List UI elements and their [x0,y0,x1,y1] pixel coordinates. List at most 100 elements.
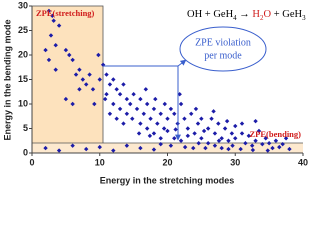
point [131,92,136,97]
point [46,57,52,63]
point [168,106,174,112]
point [249,143,255,148]
y-tick-label: 5 [23,123,28,133]
x-tick-label: 20 [162,157,172,167]
x-tick-label: 30 [230,157,240,167]
point [226,146,231,152]
point [53,67,58,72]
point [111,148,116,153]
point [144,101,150,107]
point [51,18,56,23]
point [130,116,135,121]
point [111,77,116,82]
point [239,131,245,136]
point [158,141,163,147]
point [224,118,230,124]
y-tick-label: 30 [18,0,28,10]
point [243,141,248,146]
point [151,147,157,152]
point [280,141,285,147]
point [104,72,109,77]
point [148,116,153,121]
y-tick-label: 0 [23,147,28,157]
point [63,47,69,53]
point [70,101,75,107]
point [165,128,170,134]
reaction-part: 4 [233,14,237,22]
point [151,131,157,136]
point [226,138,231,143]
point [128,101,133,107]
point [63,96,69,102]
point [283,136,289,141]
point [84,146,89,152]
point [203,145,208,151]
y-tick-label: 10 [18,98,28,108]
point [263,136,268,141]
point [168,143,174,148]
point [216,121,221,126]
point [77,87,82,92]
annotation: per mode [204,50,242,61]
point [70,143,75,148]
point [53,43,58,48]
reaction-part: 2 [260,14,264,22]
point [138,96,143,102]
point [246,133,251,139]
x-axis-label: Energy in the stretching modes [100,175,235,185]
point [182,116,187,121]
point [48,33,54,38]
reaction-part: O [264,9,272,20]
reaction: OH + GeH4 → H2O + GeH3 [187,9,306,21]
point [50,13,55,18]
violation-bubble [179,26,267,72]
point [134,106,140,112]
point [192,131,197,136]
reaction-part: 3 [302,14,306,22]
point [162,101,167,107]
point [172,111,177,116]
point [253,118,258,124]
point [191,145,196,151]
point [172,136,177,141]
point [124,143,130,148]
point [165,116,170,121]
point [96,52,101,58]
point [270,145,275,151]
y-axis-label: Energy in the bending mode [2,19,12,140]
point [211,109,216,114]
point [287,146,292,152]
point [73,72,79,77]
stretching-region [31,5,104,154]
point [124,96,130,102]
point [196,141,201,146]
point [266,141,272,146]
point [233,136,238,141]
point [185,133,191,139]
point [43,47,48,53]
point [256,128,262,134]
y-tick-label: 20 [18,49,28,59]
x-tick-label: 10 [95,157,105,167]
point [205,126,211,131]
point [43,145,48,151]
point [138,121,143,126]
point [117,106,123,112]
point [212,131,218,136]
point [114,87,119,92]
point [124,111,130,116]
point [84,82,89,87]
point [80,77,86,82]
point [102,96,108,102]
point [238,146,243,152]
point [205,141,211,146]
point [121,82,126,87]
point [158,111,163,116]
point [138,145,143,151]
point [199,136,204,141]
y-tick-label: 25 [18,25,28,35]
point [70,57,75,63]
point [277,144,282,150]
reaction-part: OH + GeH [187,9,234,20]
point [46,8,52,14]
